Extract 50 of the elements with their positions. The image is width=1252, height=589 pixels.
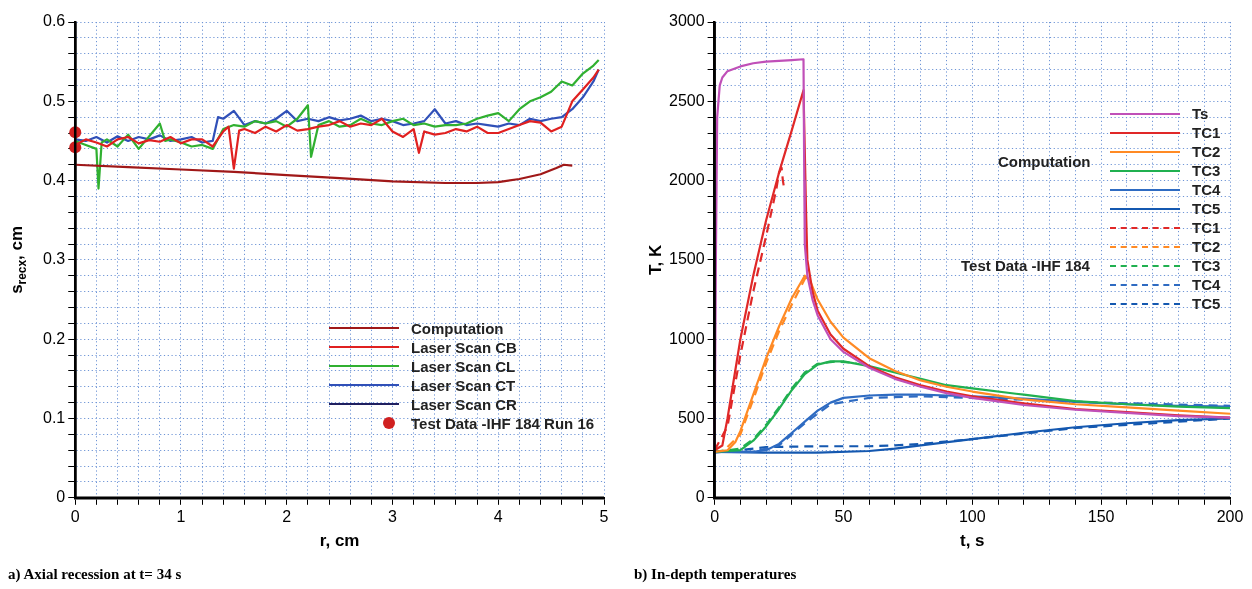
x-tick-label: 150: [1087, 507, 1115, 525]
annotation: Test Data -IHF 184: [961, 257, 1090, 274]
x-tick-label: 0: [710, 507, 720, 525]
legend-label: TC4: [1192, 275, 1221, 294]
legend-label: TC2: [1192, 142, 1221, 161]
y-tick-label: 0: [56, 488, 66, 506]
y-tick-label: 0.5: [42, 91, 66, 109]
legend-label: TC1: [1192, 218, 1221, 237]
legend-label: Laser Scan CB: [411, 337, 517, 357]
x-tick-label: 50: [834, 507, 853, 525]
legend-label: Laser Scan CR: [411, 394, 517, 414]
y-tick-label: 3000: [669, 12, 705, 30]
legend-label: Laser Scan CT: [411, 375, 516, 395]
y-tick-label: 1500: [669, 250, 705, 268]
x-tick-label: 0: [70, 507, 80, 525]
legend-label: TC1: [1192, 123, 1221, 142]
x-axis-title: r, cm: [319, 531, 360, 551]
y-tick-label: 0.3: [42, 250, 66, 268]
legend-label: TC4: [1192, 180, 1221, 199]
legend-label: TC3: [1192, 256, 1221, 275]
y-tick-label: 2500: [669, 91, 705, 109]
y-tick-label: 0.4: [42, 171, 66, 189]
x-tick-label: 5: [599, 507, 609, 525]
x-axis-title: t, s: [960, 531, 985, 551]
x-tick-label: 200: [1216, 507, 1244, 525]
legend-label: Test Data -IHF 184 Run 16: [411, 413, 595, 433]
text: a) Axial recession at t= 34 s: [8, 566, 182, 583]
y-tick-label: 0.6: [42, 12, 66, 30]
x-tick-label: 100: [958, 507, 986, 525]
legend-label: Computation: [411, 318, 504, 338]
legend-label: TC5: [1192, 294, 1221, 313]
y-tick-label: 0.1: [42, 408, 66, 426]
y-tick-label: 0.2: [42, 329, 66, 347]
text: b) In-depth temperatures: [634, 566, 797, 583]
x-tick-label: 3: [388, 507, 398, 525]
y-tick-label: 1000: [669, 329, 705, 347]
y-tick-label: 500: [677, 408, 705, 426]
x-tick-label: 1: [176, 507, 186, 525]
y-tick-label: 0: [695, 488, 705, 506]
legend-label: Ts: [1192, 104, 1209, 123]
x-tick-label: 2: [282, 507, 292, 525]
legend-label: TC3: [1192, 161, 1221, 180]
x-tick-label: 4: [493, 507, 503, 525]
y-axis-title: T, K: [646, 244, 666, 276]
legend-label: Laser Scan CL: [411, 356, 516, 376]
legend-label: TC5: [1192, 199, 1221, 218]
legend-label: TC2: [1192, 237, 1221, 256]
y-tick-label: 2000: [669, 171, 705, 189]
y-axis-title: srecx, cm: [6, 225, 29, 294]
annotation: Computation: [998, 152, 1091, 170]
